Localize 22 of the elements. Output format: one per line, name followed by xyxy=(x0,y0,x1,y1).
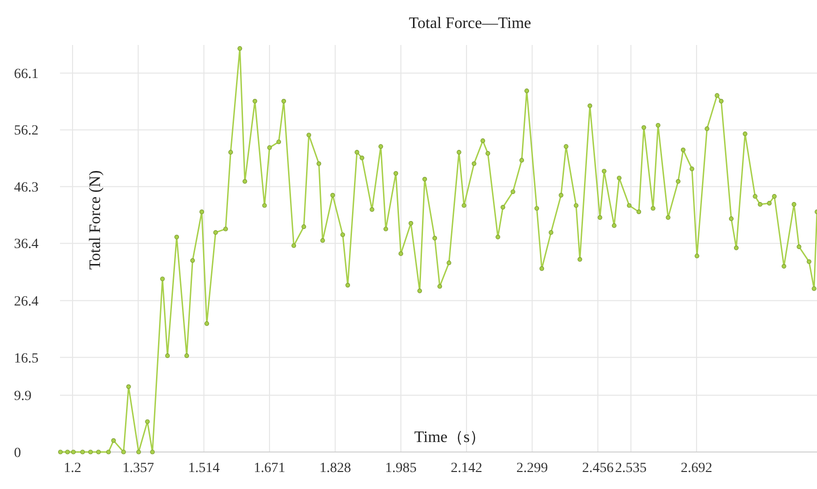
y-tick-label: 16.5 xyxy=(14,351,38,366)
y-tick-label: 46.3 xyxy=(14,180,38,196)
chart-title: Total Force—Time xyxy=(408,15,532,32)
x-tick-label: 1.357 xyxy=(122,461,154,476)
x-tick-label: 1.828 xyxy=(319,461,351,476)
y-tick-label: 36.4 xyxy=(14,237,38,252)
x-tick-label: 1.671 xyxy=(254,461,286,476)
x-axis-title: Time（s） xyxy=(414,429,486,446)
y-tick-label: 0 xyxy=(14,446,21,461)
x-tick-label: 1.2 xyxy=(64,461,82,476)
x-tick-label: 1.985 xyxy=(385,461,417,476)
x-tick-label: 2.142 xyxy=(450,461,482,476)
x-tick-label: 2.535 xyxy=(615,461,647,476)
y-tick-label: 56.2 xyxy=(14,124,38,139)
x-tick-label: 1.514 xyxy=(188,461,220,476)
x-tick-label: 2.456 xyxy=(582,461,614,476)
y-tick-label: 66.1 xyxy=(14,66,38,82)
y-tick-label: 9.9 xyxy=(14,389,32,404)
x-tick-label: 2.692 xyxy=(680,461,712,476)
x-tick-label: 2.299 xyxy=(516,461,548,476)
y-axis-title: Total Force (N) xyxy=(87,170,104,270)
y-tick-label: 26.4 xyxy=(14,294,38,310)
